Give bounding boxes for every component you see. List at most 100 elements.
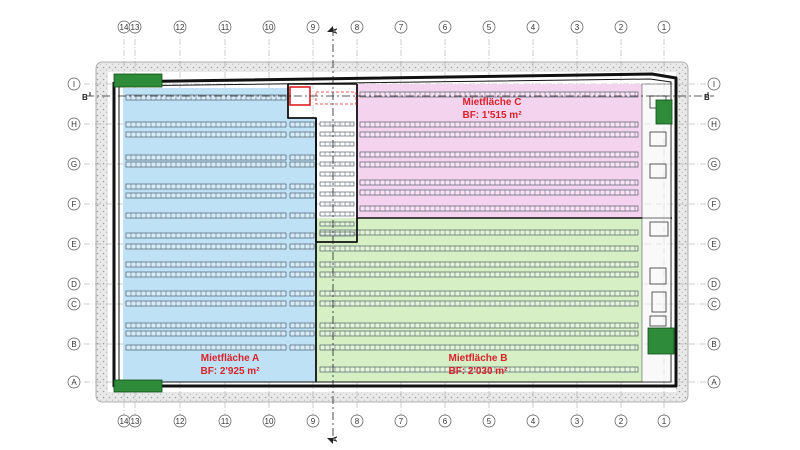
grid-row-label: C [71,300,77,309]
shelf-row [319,322,639,329]
area-labels: Mietfläche A BF: 2'925 m² Mietfläche B B… [200,97,522,377]
area-b-name: Mietfläche B [449,353,508,364]
grid-bubble-col: 13 [128,414,142,428]
grid-col-label: 8 [355,417,360,426]
grid-bubble-row: C [67,297,81,311]
shelf-row [319,141,355,147]
tenant-areas [123,84,642,382]
grid-col-label: 3 [575,23,580,32]
shelf-row [289,261,315,268]
grid-bubble-col: 4 [526,414,540,428]
stair-right-bottom [647,327,675,355]
grid-bubble-row: B [707,337,721,351]
section-lines [86,28,714,440]
grid-row-label: B [711,340,716,349]
shelf-row [319,161,355,167]
grid-bubble-col: 2 [614,414,628,428]
grid-bubble-row: E [67,237,81,251]
grid-row-label: G [71,160,77,169]
shelf-row [125,154,287,161]
grid-row-label: A [711,378,717,387]
shelf-row [125,131,287,138]
grid-col-label: 12 [176,417,185,426]
shelf-row [125,330,287,337]
grid-col-label: 14 [120,23,129,32]
grid-bubble-col: 5 [482,20,496,34]
walls [112,72,678,388]
shelf-row [125,161,287,168]
shelf-row [319,151,355,157]
grid-bubble-row: I [67,77,81,91]
shelf-row [125,271,287,278]
shelf-row [289,243,315,250]
grid-row-label: E [71,240,76,249]
grid-row-label: I [73,80,75,89]
shelf-row [289,271,315,278]
grid-col-label: 5 [487,417,492,426]
shelf-row [359,205,639,212]
shelf-row [125,322,287,329]
grid-bubble-row: I [707,77,721,91]
area-c-size: BF: 1'515 m² [462,110,522,121]
grid-bubble-col: 8 [350,414,364,428]
shelf-row [125,290,287,297]
shelf-row [289,131,315,138]
shelf-row [289,330,315,337]
shelf-row [125,192,287,199]
grid-col-label: 7 [399,23,404,32]
grid-col-label: 5 [487,23,492,32]
grid-bubble-col: 11 [218,414,232,428]
grid-bubble-row: F [707,197,721,211]
section-b-left: B [82,93,88,102]
grid-col-label: 11 [221,417,230,426]
shelf-row [289,300,315,307]
grid-row-label: D [711,280,717,289]
grid-bubble-col: 1 [657,414,671,428]
area-a-size: BF: 2'925 m² [200,366,260,377]
grid-col-label: 4 [531,23,536,32]
shelf-row [289,154,315,161]
grid-col-label: 14 [120,417,129,426]
grid-bubble-col: 12 [173,414,187,428]
grid-bubble-row: D [707,277,721,291]
grid-row-label: E [711,240,716,249]
grid-row-label: H [71,120,77,129]
grid-bubble-col: 14 [117,414,131,428]
shelf-row [359,189,639,196]
grid-col-label: 2 [619,23,624,32]
grid-bubble-col: 3 [570,414,584,428]
stair-top-left [113,73,163,88]
shelf-row [289,212,315,219]
shelf-row [359,131,639,138]
grid-col-label: 13 [131,23,140,32]
grid-bubble-col: 14 [117,20,131,34]
grid-bubble-col: 9 [306,20,320,34]
grid-row-label: F [72,200,77,209]
shelf-row [319,221,355,227]
shelf-row [319,245,639,252]
grid-col-label: 3 [575,417,580,426]
grid-col-label: 10 [265,417,274,426]
shelf-row [289,183,315,190]
grid-bubble-col: 3 [570,20,584,34]
shelf-row [319,181,355,187]
section-a-bottom: A [330,436,339,442]
grid-bubble-row: D [67,277,81,291]
shelf-row [319,171,355,177]
grid-col-label: 11 [221,23,230,32]
shelf-row [359,121,639,128]
grid-row-label: F [712,200,717,209]
shelf-row [319,344,639,351]
area-a-name: Mietfläche A [201,353,260,364]
shelf-row [319,201,355,207]
shelf-row [125,232,287,239]
section-markers: A A B B [82,26,710,444]
grid-bubble-col: 12 [173,20,187,34]
shelf-row [289,232,315,239]
grid-bubble-row: F [67,197,81,211]
grid-bubble-col: 4 [526,20,540,34]
grid-bubble-col: 8 [350,20,364,34]
grid-bubble-row: A [67,375,81,389]
